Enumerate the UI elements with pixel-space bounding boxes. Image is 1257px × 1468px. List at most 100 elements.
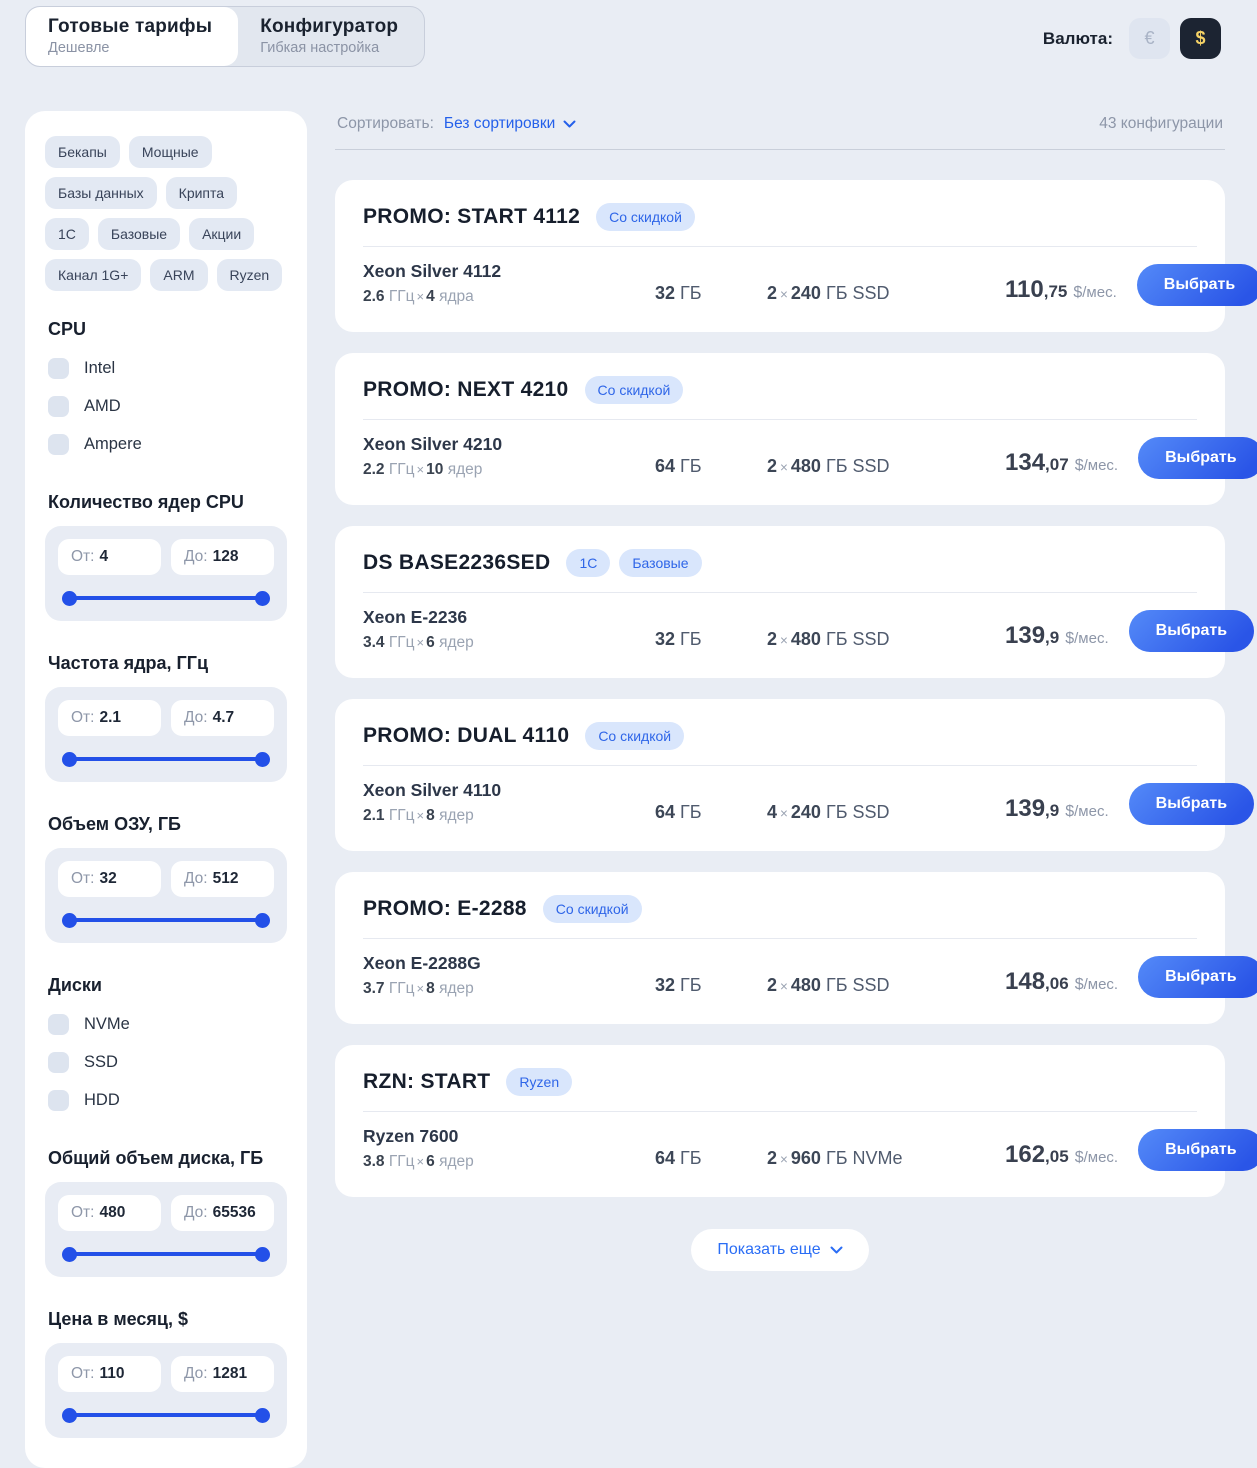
slider-handle-min[interactable] <box>62 590 77 606</box>
cpu-options: Intel AMD Ampere <box>45 353 287 460</box>
filter-group-disks: Диски NVMe SSD HDD <box>45 975 287 1116</box>
checkbox[interactable] <box>48 396 69 417</box>
filter-group-price: Цена в месяц, $ От: 110 До: 1281 <box>45 1309 287 1438</box>
slider-handle-max[interactable] <box>255 1246 270 1262</box>
disk-spec: 2 × 480 ГБ SSD <box>767 456 890 476</box>
plan-badges: 1С Базовые <box>566 549 702 577</box>
checkbox[interactable] <box>48 434 69 455</box>
configurations-count: 43 конфигурации <box>1099 115 1223 132</box>
range-to-input[interactable]: До: 4.7 <box>171 700 274 736</box>
range-from-input[interactable]: От: 2.1 <box>58 700 161 736</box>
select-button[interactable]: Выбрать <box>1138 437 1257 479</box>
tab-ready-plans[interactable]: Готовые тарифы Дешевле <box>26 7 239 66</box>
show-more-button[interactable]: Показать еще <box>691 1229 869 1271</box>
filter-tag[interactable]: Базовые <box>97 218 181 250</box>
checkbox-row[interactable]: AMD <box>45 391 287 422</box>
range-to-input[interactable]: До: 128 <box>171 539 274 575</box>
cpu-model: Xeon E-2236 <box>363 607 468 627</box>
range-slider[interactable] <box>62 1246 270 1262</box>
plan-badge: Со скидкой <box>596 203 695 231</box>
checkbox[interactable] <box>48 1014 69 1035</box>
plan-badge: Ryzen <box>506 1068 573 1096</box>
price: 148,06 $/мес. <box>1005 968 1119 995</box>
filter-tag[interactable]: 1С <box>45 218 89 250</box>
tab-configurator[interactable]: Конфигуратор Гибкая настройка <box>238 7 424 66</box>
range-slider[interactable] <box>62 590 270 606</box>
slider-handle-max[interactable] <box>255 1407 270 1423</box>
checkbox-row[interactable]: SSD <box>45 1047 287 1078</box>
currency-eur-button[interactable]: € <box>1129 18 1170 59</box>
card-divider <box>363 938 1197 939</box>
plan-title: PROMO: DUAL 4110 <box>363 724 570 747</box>
range-to-input[interactable]: До: 1281 <box>171 1356 274 1392</box>
sort-select[interactable]: Без сортировки <box>444 115 576 133</box>
slider-handle-max[interactable] <box>255 912 270 928</box>
filter-tag[interactable]: Крипта <box>165 177 238 209</box>
plan-badge: Базовые <box>619 549 702 577</box>
checkbox[interactable] <box>48 1090 69 1111</box>
ram-spec: 64 ГБ <box>655 802 702 822</box>
slider-handle-min[interactable] <box>62 751 77 767</box>
slider-handle-max[interactable] <box>255 590 270 606</box>
checkbox-row[interactable]: NVMe <box>45 1009 287 1040</box>
price: 110,75 $/мес. <box>1005 276 1117 303</box>
range-from-input[interactable]: От: 32 <box>58 861 161 897</box>
range-from-input[interactable]: От: 110 <box>58 1356 161 1392</box>
checkbox-label: Intel <box>84 359 116 377</box>
range-to-input[interactable]: До: 65536 <box>171 1195 274 1231</box>
select-button[interactable]: Выбрать <box>1138 956 1257 998</box>
range-panel: От: 110 До: 1281 <box>45 1343 287 1438</box>
ram-spec: 64 ГБ <box>655 1148 702 1168</box>
range-slider[interactable] <box>62 751 270 767</box>
cpu-model: Xeon Silver 4112 <box>363 261 502 281</box>
filter-tag[interactable]: Акции <box>189 218 255 250</box>
range-from-input[interactable]: От: 480 <box>58 1195 161 1231</box>
cpu-column: Ryzen 7600 3.8 ГГц × 6 ядер <box>363 1126 655 1171</box>
checkbox-row[interactable]: HDD <box>45 1085 287 1116</box>
slider-handle-min[interactable] <box>62 912 77 928</box>
price: 134,07 $/мес. <box>1005 449 1119 476</box>
filter-group-title: Количество ядер CPU <box>48 492 244 512</box>
plan-card: PROMO: START 4112 Со скидкой Xeon Silver… <box>335 180 1257 332</box>
range-slider[interactable] <box>62 1407 270 1423</box>
slider-handle-min[interactable] <box>62 1246 77 1262</box>
checkbox[interactable] <box>48 1052 69 1073</box>
plan-card: PROMO: DUAL 4110 Со скидкой Xeon Silver … <box>335 699 1255 851</box>
cpu-spec: 3.4 ГГц × 6 ядер <box>363 634 474 651</box>
select-button[interactable]: Выбрать <box>1128 783 1255 825</box>
filter-tag[interactable]: Базы данных <box>45 177 157 209</box>
range-panel: От: 2.1 До: 4.7 <box>45 687 287 782</box>
filter-tag[interactable]: Ryzen <box>216 259 283 291</box>
checkbox-row[interactable]: Ampere <box>45 429 287 460</box>
select-button[interactable]: Выбрать <box>1136 264 1257 306</box>
ram-spec: 32 ГБ <box>655 629 702 649</box>
disk-options: NVMe SSD HDD <box>45 1009 287 1116</box>
range-to-input[interactable]: До: 512 <box>171 861 274 897</box>
checkbox-row[interactable]: Intel <box>45 353 287 384</box>
filter-tag[interactable]: Мощные <box>128 136 212 168</box>
plan-badge: 1С <box>566 549 611 577</box>
ram-spec: 32 ГБ <box>655 975 702 995</box>
slider-handle-min[interactable] <box>62 1407 77 1423</box>
plan-title: PROMO: START 4112 <box>363 205 581 228</box>
currency-usd-button[interactable]: $ <box>1180 18 1221 59</box>
disk-spec: 2 × 960 ГБ NVMe <box>767 1148 903 1168</box>
filter-tag[interactable]: Канал 1G+ <box>45 259 142 291</box>
select-button[interactable]: Выбрать <box>1128 610 1255 652</box>
range-from-input[interactable]: От: 4 <box>58 539 161 575</box>
filter-group-frequency: Частота ядра, ГГц От: 2.1 До: 4.7 <box>45 653 287 782</box>
plans-list: Сортировать: Без сортировки 43 конфигура… <box>335 111 1257 1271</box>
filter-tag[interactable]: ARM <box>150 259 208 291</box>
plan-card: PROMO: E-2288 Со скидкой Xeon E-2288G 3.… <box>335 872 1257 1024</box>
range-slider[interactable] <box>62 912 270 928</box>
filter-tags: Бекапы Мощные Базы данных Крипта 1С Базовые Ак… <box>45 136 287 291</box>
tab-title: Конфигуратор <box>260 16 399 37</box>
filter-group-ram: Объем ОЗУ, ГБ От: 32 До: 512 <box>45 814 287 943</box>
checkbox[interactable] <box>48 358 69 379</box>
plan-tabs: Готовые тарифы Дешевле Конфигуратор Гибк… <box>25 6 426 67</box>
filter-group-disk-volume: Общий объем диска, ГБ От: 480 До: 65536 <box>45 1148 287 1277</box>
select-button[interactable]: Выбрать <box>1138 1129 1257 1171</box>
plan-title: RZN: START <box>363 1070 491 1093</box>
filter-tag[interactable]: Бекапы <box>45 136 120 168</box>
slider-handle-max[interactable] <box>255 751 270 767</box>
